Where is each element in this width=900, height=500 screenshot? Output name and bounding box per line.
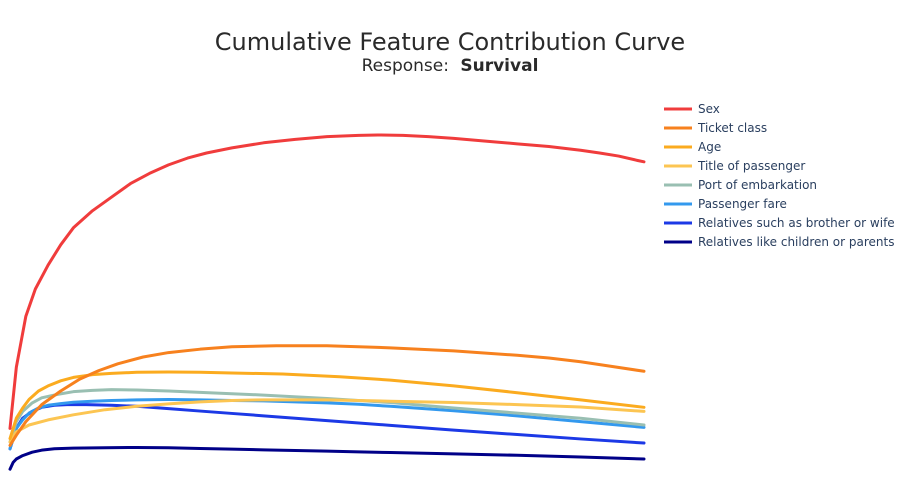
- chart-subtitle: Response: Survival: [362, 56, 539, 76]
- legend-item-6[interactable]: Relatives such as brother or wife: [664, 216, 895, 230]
- legend-item-3[interactable]: Title of passenger: [664, 159, 805, 173]
- series-line-3: [8, 398, 646, 444]
- legend-label-2: Age: [698, 140, 721, 154]
- legend-item-0[interactable]: Sex: [664, 102, 720, 116]
- legend-label-6: Relatives such as brother or wife: [698, 216, 895, 230]
- legend-label-4: Port of embarkation: [698, 178, 817, 192]
- legend: Sex Ticket class Age Title of passenger Port…: [664, 102, 895, 249]
- legend-label-3: Title of passenger: [697, 159, 805, 173]
- chart-title: Cumulative Feature Contribution Curve: [215, 28, 685, 56]
- series-line-2: [8, 370, 646, 441]
- series-line-4: [8, 388, 646, 444]
- legend-item-5[interactable]: Passenger fare: [664, 197, 787, 211]
- legend-item-1[interactable]: Ticket class: [664, 121, 767, 135]
- subtitle-value: Survival: [460, 56, 538, 76]
- legend-label-5: Passenger fare: [698, 197, 787, 211]
- legend-label-7: Relatives like children or parents: [698, 235, 894, 249]
- legend-item-2[interactable]: Age: [664, 140, 721, 154]
- series-line-0: [8, 133, 646, 430]
- legend-item-7[interactable]: Relatives like children or parents: [664, 235, 894, 249]
- legend-label-0: Sex: [698, 102, 720, 116]
- plot-area: [8, 133, 646, 471]
- legend-label-1: Ticket class: [697, 121, 767, 135]
- series-line-5: [8, 398, 646, 451]
- series-line-1: [8, 344, 646, 447]
- legend-item-4[interactable]: Port of embarkation: [664, 178, 817, 192]
- series-line-7: [8, 445, 646, 471]
- subtitle-prefix: Response:: [362, 56, 449, 76]
